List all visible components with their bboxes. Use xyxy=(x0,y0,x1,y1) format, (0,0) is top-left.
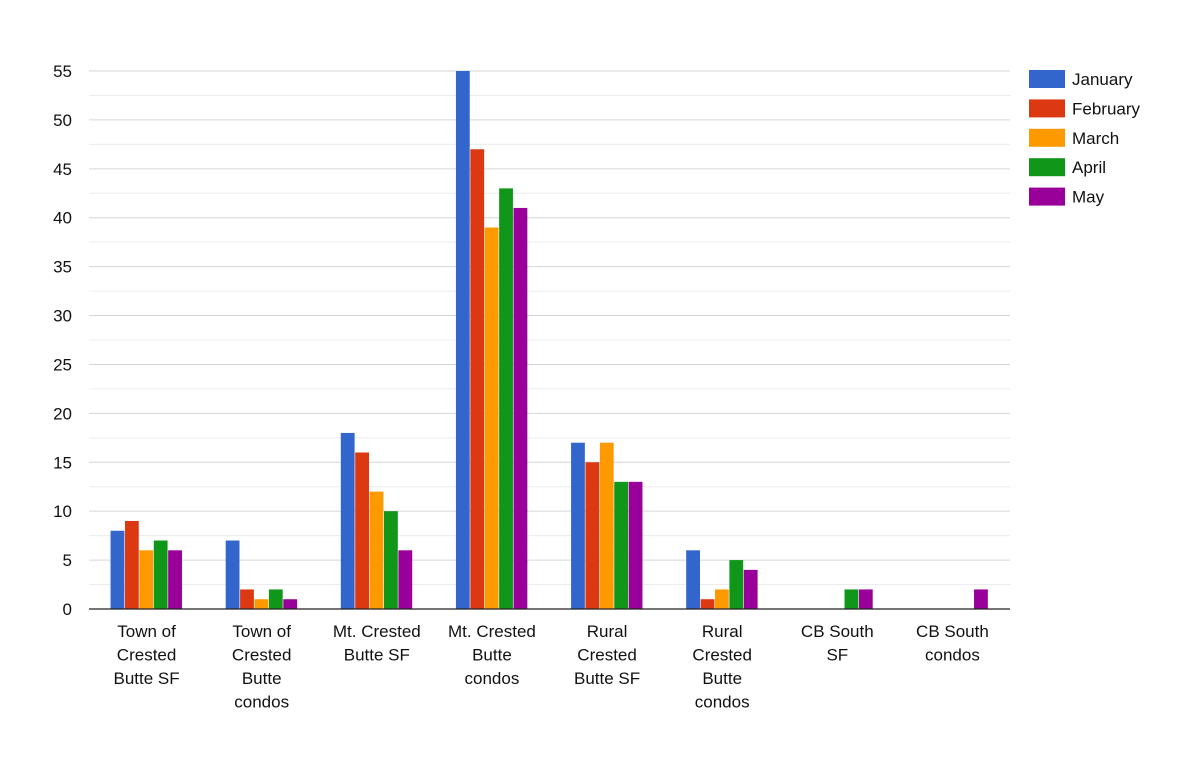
bar-may xyxy=(628,481,643,609)
x-category-label: Town of Crested Butte condos xyxy=(232,622,292,712)
bar-january xyxy=(225,540,240,609)
y-tick-label: 50 xyxy=(53,111,72,130)
bar-january xyxy=(571,442,585,609)
y-tick-label: 55 xyxy=(53,62,72,81)
bar-january xyxy=(686,550,700,609)
bar-april xyxy=(614,481,629,609)
legend-swatch xyxy=(1029,128,1065,147)
bar-march xyxy=(369,491,384,609)
x-category-label: CB South condos xyxy=(916,622,989,665)
bar-may xyxy=(858,589,873,609)
x-category-label: Town of Crested Butte SF xyxy=(113,622,179,688)
y-tick-label: 40 xyxy=(53,209,72,228)
y-tick-label: 45 xyxy=(53,160,72,179)
y-tick-label: 0 xyxy=(63,600,72,619)
bar-may xyxy=(283,599,298,609)
y-tick-label: 5 xyxy=(63,551,72,570)
bar-april xyxy=(844,589,859,609)
bar-may xyxy=(398,550,413,609)
bar-april xyxy=(268,589,283,609)
bars xyxy=(110,71,988,609)
bar-april xyxy=(384,511,398,609)
bar-january xyxy=(110,530,125,609)
x-category-label: Mt. Crested Butte SF xyxy=(333,622,421,665)
bar-march xyxy=(599,442,614,609)
bar-april xyxy=(499,188,513,609)
bar-may xyxy=(513,207,528,609)
bar-march xyxy=(484,227,499,609)
bar-february xyxy=(240,589,254,609)
legend-swatch xyxy=(1029,158,1065,177)
legend: January February March April May xyxy=(1029,70,1141,207)
y-tick-label: 15 xyxy=(53,453,72,472)
y-tick-label: 10 xyxy=(53,502,72,521)
legend-label: January xyxy=(1072,70,1133,89)
x-category-label: Rural Crested Butte SF xyxy=(574,622,640,688)
y-tick-label: 30 xyxy=(53,307,72,326)
x-category-label: Mt. Crested Butte condos xyxy=(448,622,536,688)
bar-march xyxy=(139,550,154,609)
bar-march xyxy=(254,599,269,609)
bar-february xyxy=(585,462,600,609)
gridlines xyxy=(89,70,1010,586)
bar-february xyxy=(124,520,139,609)
y-tick-label: 25 xyxy=(53,355,72,374)
bar-may xyxy=(168,550,182,609)
legend-label: March xyxy=(1072,129,1119,148)
legend-label: May xyxy=(1072,188,1105,207)
bar-april xyxy=(153,540,168,609)
bar-february xyxy=(700,599,715,609)
bar-april xyxy=(729,560,744,609)
legend-swatch xyxy=(1029,187,1065,206)
legend-label: April xyxy=(1072,158,1106,177)
bar-january xyxy=(455,71,470,609)
bar-may xyxy=(974,589,988,609)
y-tick-label: 20 xyxy=(53,404,72,423)
legend-swatch xyxy=(1029,99,1065,118)
legend-swatch xyxy=(1029,70,1065,88)
bar-may xyxy=(743,569,758,609)
x-category-label: Rural Crested Butte condos xyxy=(692,622,752,712)
bar-january xyxy=(340,432,355,609)
x-category-label: CB South SF xyxy=(801,622,874,665)
bar-february xyxy=(470,149,485,609)
x-axis-labels: Town of Crested Butte SF Town of Crested Butt… xyxy=(113,622,988,712)
legend-label: February xyxy=(1072,99,1141,118)
bar-march xyxy=(714,589,729,609)
bar-february xyxy=(355,452,370,609)
y-tick-label: 35 xyxy=(53,258,72,277)
y-axis-ticks: 0 5 10 15 20 25 30 35 40 45 50 55 xyxy=(53,62,72,619)
